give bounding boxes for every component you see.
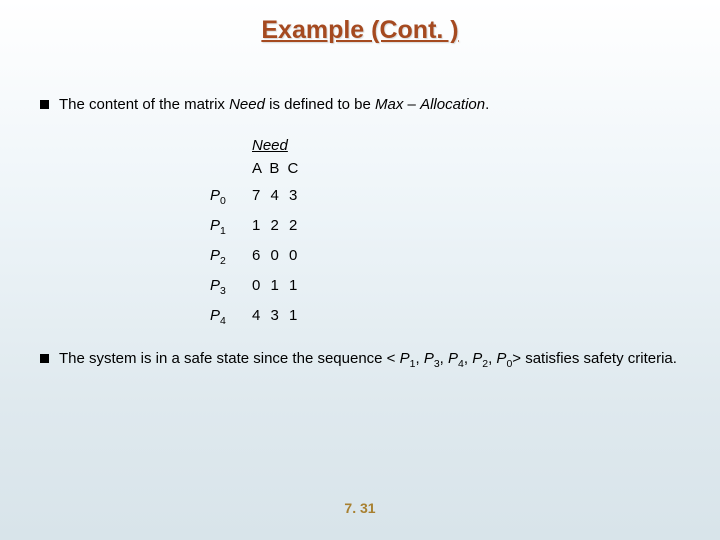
bullet-item-1: The content of the matrix Need is define…	[40, 95, 680, 115]
slide-number: 7. 31	[0, 500, 720, 516]
row-values: 0 1 1	[252, 277, 300, 297]
table-row: P3 0 1 1	[210, 277, 680, 297]
row-values: 1 2 2	[252, 217, 300, 237]
process-label: P3	[210, 277, 252, 297]
table-row: P1 1 2 2	[210, 217, 680, 237]
p-index: 0	[220, 195, 226, 207]
row-values: 4 3 1	[252, 307, 300, 327]
seq-p: P	[448, 350, 458, 367]
process-label: P1	[210, 217, 252, 237]
bullet-2-text: The system is in a safe state since the …	[59, 349, 677, 371]
table-row: P0 7 4 3	[210, 187, 680, 207]
p-index: 4	[220, 315, 226, 327]
bullet-item-2: The system is in a safe state since the …	[40, 349, 680, 371]
seq-p: P	[400, 350, 410, 367]
seq-p: P	[424, 350, 434, 367]
text-italic-allocation: Allocation	[420, 96, 485, 113]
need-table: Need A B C P0 7 4 3 P1 1 2 2 P2 6 0 0 P3…	[210, 137, 680, 327]
bullet-1-text: The content of the matrix Need is define…	[59, 95, 489, 115]
process-label: P0	[210, 187, 252, 207]
seq-sep: ,	[440, 350, 448, 367]
text-fragment: The content of the matrix	[59, 96, 229, 113]
p-letter: P	[210, 277, 220, 294]
square-bullet-icon	[40, 354, 49, 363]
table-header-need: Need	[210, 137, 680, 154]
text-fragment: > satisfies safety criteria.	[512, 350, 677, 367]
process-label: P4	[210, 307, 252, 327]
p-letter: P	[210, 217, 220, 234]
p-letter: P	[210, 187, 220, 204]
seq-sep: ,	[415, 350, 423, 367]
text-fragment: is defined to be	[265, 96, 375, 113]
p-index: 1	[220, 225, 226, 237]
p-letter: P	[210, 247, 220, 264]
text-fragment: The system is in a safe state since the …	[59, 350, 400, 367]
square-bullet-icon	[40, 100, 49, 109]
p-letter: P	[210, 307, 220, 324]
p-index: 3	[220, 285, 226, 297]
table-row: P4 4 3 1	[210, 307, 680, 327]
text-italic-need: Need	[229, 96, 265, 113]
table-row: P2 6 0 0	[210, 247, 680, 267]
seq-p: P	[472, 350, 482, 367]
table-header-cols: A B C	[210, 160, 680, 177]
text-fragment: .	[485, 96, 489, 113]
seq-p: P	[496, 350, 506, 367]
p-index: 2	[220, 255, 226, 267]
process-label: P2	[210, 247, 252, 267]
slide-title: Example (Cont. )	[0, 0, 720, 45]
row-values: 6 0 0	[252, 247, 300, 267]
text-fragment: –	[403, 96, 420, 113]
row-values: 7 4 3	[252, 187, 300, 207]
text-italic-max: Max	[375, 96, 403, 113]
seq-sep: ,	[464, 350, 472, 367]
slide-content: The content of the matrix Need is define…	[0, 45, 720, 371]
